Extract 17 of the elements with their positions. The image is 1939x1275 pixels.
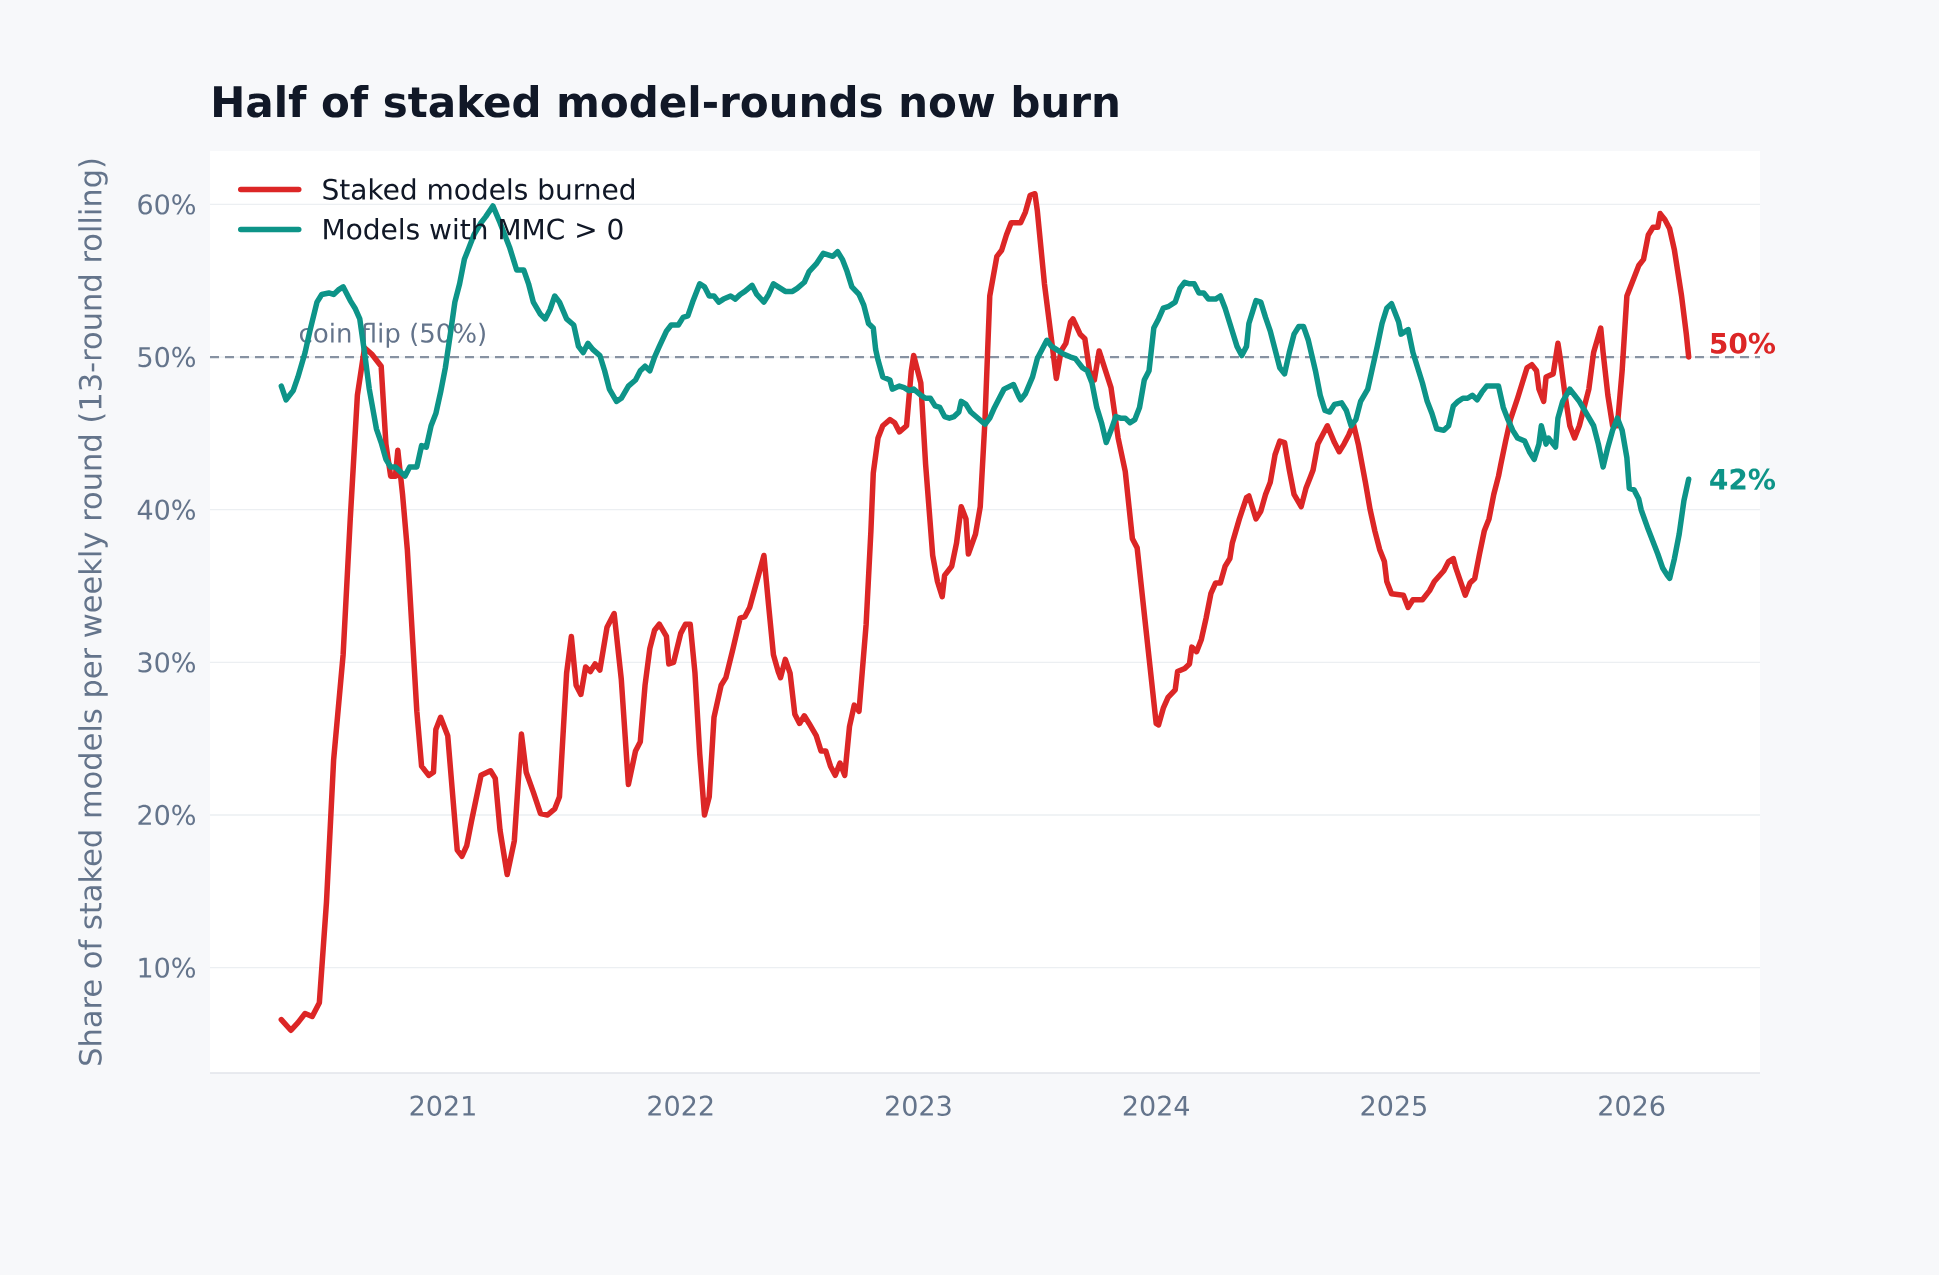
x-tick-label: 2024 — [1123, 1095, 1189, 1116]
legend-label: Staked models burned — [323, 178, 634, 200]
y-tick-label: 40% — [137, 499, 195, 520]
y-tick-label: 10% — [139, 957, 195, 978]
chart-title: Half of staked model-rounds now burn — [214, 85, 1118, 118]
y-tick-label: 20% — [138, 804, 195, 826]
y-tick-label: 30% — [138, 652, 195, 673]
x-tick-label: 2025 — [1361, 1095, 1426, 1116]
y-tick-label: 60% — [138, 194, 195, 215]
x-tick-label: 2023 — [886, 1095, 951, 1116]
x-tick-label: 2026 — [1599, 1095, 1665, 1116]
y-tick-label: 50% — [138, 346, 195, 368]
data-label: 42% — [1710, 468, 1776, 490]
data-label: 50% — [1711, 332, 1776, 354]
x-tick-label: 2022 — [648, 1095, 713, 1116]
y-axis-title: Share of staked models per weekly round (13-round rolling) — [78, 159, 108, 1065]
x-tick-label: 2021 — [410, 1095, 475, 1116]
